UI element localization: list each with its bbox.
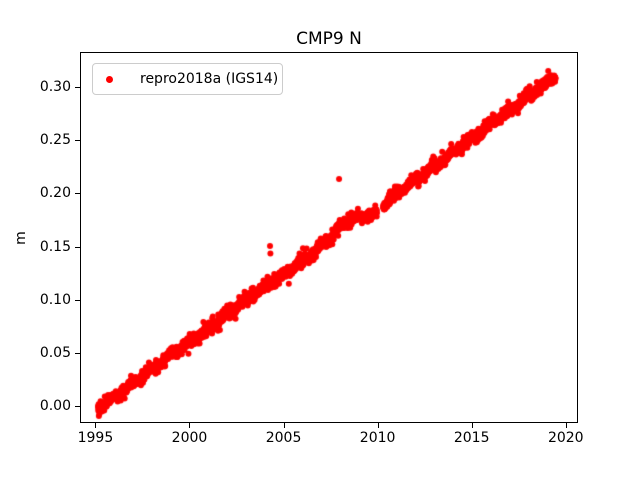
x-tick-label: 2015: [453, 430, 490, 446]
x-tick-mark: [95, 423, 97, 428]
x-tick-label: 2020: [547, 430, 584, 446]
x-tick-label: 2005: [265, 430, 302, 446]
y-tick-label: 0.20: [39, 185, 71, 202]
y-tick-label: 0.30: [39, 79, 71, 96]
x-tick-mark: [189, 423, 191, 428]
y-tick-label: 0.00: [39, 397, 71, 414]
y-tick-mark: [75, 87, 80, 89]
y-tick-mark: [75, 405, 80, 407]
y-tick-label: 0.25: [39, 132, 71, 149]
legend-label: repro2018a (IGS14): [140, 71, 279, 87]
x-tick-mark: [377, 423, 379, 428]
x-tick-mark: [565, 423, 567, 428]
x-tick-mark: [471, 423, 473, 428]
y-tick-mark: [75, 299, 80, 301]
y-tick-mark: [75, 140, 80, 142]
x-tick-label: 1995: [77, 430, 114, 446]
legend-red-dot-icon: [106, 75, 113, 83]
plot-area: [80, 52, 578, 423]
y-tick-label: 0.10: [39, 291, 71, 308]
x-tick-label: 2010: [359, 430, 396, 446]
chart-title: CMP9 N: [296, 29, 362, 49]
y-tick-label: 0.05: [39, 344, 71, 361]
x-tick-mark: [283, 423, 285, 428]
legend: repro2018a (IGS14): [92, 63, 283, 95]
y-tick-mark: [75, 246, 80, 248]
y-tick-label: 0.15: [39, 238, 71, 255]
x-tick-label: 2000: [171, 430, 208, 446]
y-tick-mark: [75, 352, 80, 354]
y-tick-mark: [75, 193, 80, 195]
